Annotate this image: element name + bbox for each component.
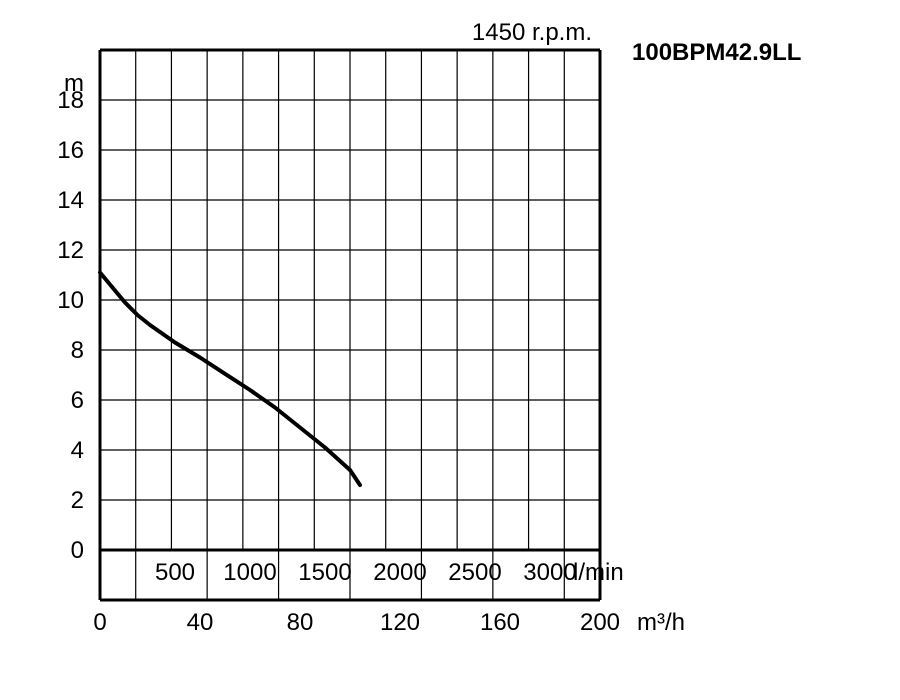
- series-line: [98, 270, 362, 487]
- secondary-tick-label: 1000: [223, 559, 276, 586]
- x-tick-labels: 0 40 80 120 160 200: [93, 609, 620, 636]
- secondary-tick-labels: 500 1000 1500 2000 2500 3000: [155, 559, 577, 586]
- y-tick-label: 12: [57, 237, 84, 264]
- secondary-tick-label: 2500: [448, 559, 501, 586]
- y-tick-labels: 0 2 4 6 8 10 12 14 16 18: [57, 87, 84, 564]
- y-tick-label: 14: [57, 187, 84, 214]
- secondary-tick-label: 2000: [373, 559, 426, 586]
- secondary-axis-label: l/min: [573, 559, 624, 586]
- horizontal-grid: [100, 99, 600, 501]
- y-tick-label: 6: [71, 387, 84, 414]
- plot-frame: [98, 48, 602, 602]
- y-axis-label: m: [64, 70, 84, 97]
- secondary-tick-label: 1500: [298, 559, 351, 586]
- series-group: [98, 270, 362, 487]
- y-tick-label: 0: [71, 537, 84, 564]
- secondary-tick-label: 500: [155, 559, 195, 586]
- y-tick-label: 18: [57, 87, 84, 114]
- secondary-tick-label: 3000: [523, 559, 576, 586]
- y-tick-label: 16: [57, 137, 84, 164]
- x-tick-label: 160: [480, 609, 520, 636]
- x-tick-label: 80: [287, 609, 314, 636]
- chart-title: 100BPM42.9LL: [632, 39, 801, 66]
- y-tick-label: 4: [71, 437, 84, 464]
- x-tick-label: 40: [187, 609, 214, 636]
- y-tick-label: 10: [57, 287, 84, 314]
- x-tick-label: 200: [580, 609, 620, 636]
- y-tick-label: 2: [71, 487, 84, 514]
- x-axis-label: m³/h: [637, 609, 685, 636]
- chart-subtitle: 1450 r.p.m.: [472, 19, 592, 46]
- x-tick-label: 0: [93, 609, 106, 636]
- y-tick-label: 8: [71, 337, 84, 364]
- x-tick-label: 120: [380, 609, 420, 636]
- vertical-grid: [135, 50, 565, 600]
